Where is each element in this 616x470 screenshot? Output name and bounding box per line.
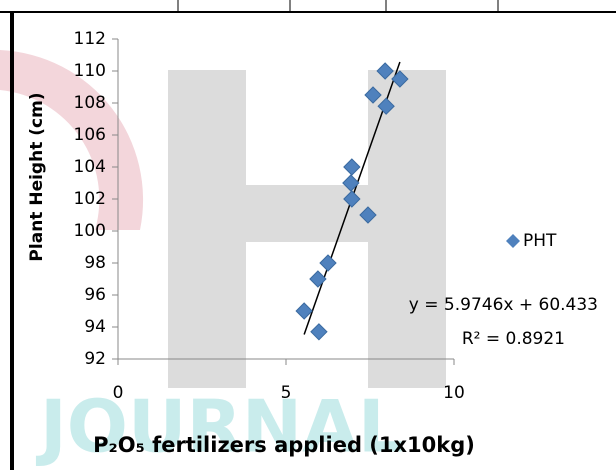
legend-marker — [506, 234, 520, 248]
point — [359, 206, 377, 224]
point — [310, 323, 328, 341]
legend-label: PHT — [523, 231, 557, 251]
point — [391, 70, 409, 88]
plot: 92 94 96 98 100 102 104 106 108 110 112 0 5 10 PHT — [74, 29, 557, 403]
watermark-shape — [0, 50, 144, 230]
y-tick-label: 102 — [74, 189, 106, 209]
y-tick-label: 108 — [74, 93, 106, 113]
point — [343, 158, 361, 176]
watermark-shape — [168, 70, 446, 388]
trendline-r-squared: R² = 0.8921 — [462, 329, 565, 349]
point — [295, 302, 313, 320]
y-tick-label: 92 — [84, 349, 106, 369]
y-tick-label: 98 — [84, 253, 106, 273]
y-tick-label: 104 — [74, 157, 106, 177]
point — [377, 97, 395, 115]
y-tick-label: 96 — [84, 285, 106, 305]
x-axis-title: P₂O₅ fertilizers applied (1x10kg) — [93, 433, 475, 457]
trendline-equation: y = 5.9746x + 60.433 — [409, 295, 598, 315]
x-tick-label: 10 — [443, 383, 465, 403]
watermark-text: JOURNAL — [35, 385, 404, 469]
point — [319, 254, 337, 272]
y-axis-title: Plant Height (cm) — [27, 92, 47, 261]
y-tick-label: 112 — [74, 29, 106, 49]
x-tick-label: 0 — [113, 383, 124, 403]
point — [342, 174, 360, 192]
y-tick-label: 100 — [74, 221, 106, 241]
x-tick-label: 5 — [281, 383, 292, 403]
point — [309, 270, 327, 288]
y-tick-label: 110 — [74, 61, 106, 81]
y-tick-label: 106 — [74, 125, 106, 145]
y-tick-label: 94 — [84, 317, 106, 337]
point — [376, 62, 394, 80]
point — [364, 86, 382, 104]
point — [343, 190, 361, 208]
